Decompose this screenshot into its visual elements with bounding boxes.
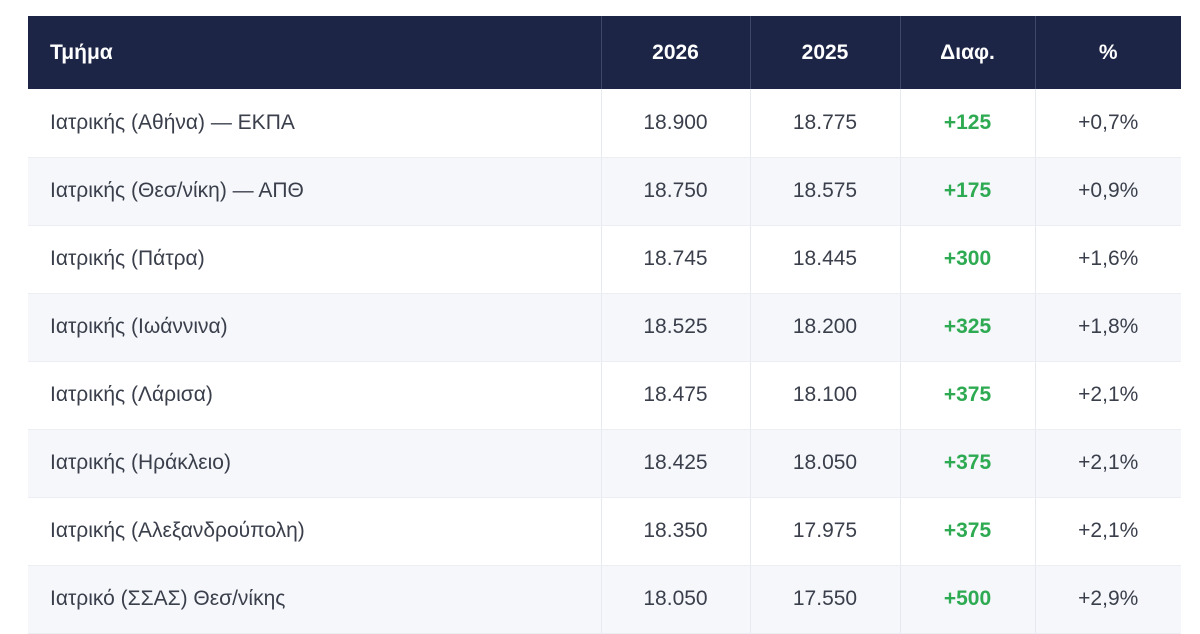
header-2026: 2026 (601, 16, 751, 89)
cell-2026: 18.050 (601, 565, 751, 634)
cell-department: Ιατρικής (Αθήνα) — ΕΚΠΑ (28, 89, 602, 158)
cell-department: Ιατρικής (Αλεξανδρούπολη) (28, 497, 602, 566)
cell-percent: +2,1% (1035, 429, 1181, 498)
table-row: Ιατρικής (Ιωάννινα) 18.525 18.200 +325 +… (28, 293, 1181, 362)
cell-2025: 18.775 (750, 89, 901, 158)
cell-percent: +1,6% (1035, 225, 1181, 294)
cell-2025: 17.975 (750, 497, 901, 566)
cell-difference: +325 (900, 293, 1036, 362)
cell-difference: +125 (900, 89, 1036, 158)
cell-percent: +0,9% (1035, 157, 1181, 226)
table-row: Ιατρικής (Ηράκλειο) 18.425 18.050 +375 +… (28, 429, 1181, 498)
cell-percent: +2,1% (1035, 497, 1181, 566)
cell-2026: 18.475 (601, 361, 751, 430)
cell-2026: 18.750 (601, 157, 751, 226)
cell-difference: +375 (900, 497, 1036, 566)
cell-difference: +375 (900, 429, 1036, 498)
cell-percent: +2,9% (1035, 565, 1181, 634)
header-percent: % (1098, 40, 1118, 64)
cell-2025: 18.575 (750, 157, 901, 226)
cell-department: Ιατρικό (ΣΣΑΣ) Θεσ/νίκης (28, 565, 602, 634)
cell-department: Ιατρικής (Ηράκλειο) (28, 429, 602, 498)
cell-2025: 18.445 (750, 225, 901, 294)
table-row: Ιατρικό (ΣΣΑΣ) Θεσ/νίκης 18.050 17.550 +… (28, 565, 1181, 634)
cell-2025: 18.050 (750, 429, 901, 498)
cell-percent: +2,1% (1035, 361, 1181, 430)
header-row: Τμήμα 2026 2025 Διαφ. % (28, 16, 1181, 89)
table-row: Ιατρικής (Πάτρα) 18.745 18.445 +300 +1,6… (28, 225, 1181, 294)
cell-department: Ιατρικής (Ιωάννινα) (28, 293, 602, 362)
cell-2025: 17.550 (750, 565, 901, 634)
header-2025: 2025 (750, 16, 901, 89)
cell-department: Ιατρικής (Λάρισα) (28, 361, 602, 430)
cell-2025: 18.100 (750, 361, 901, 430)
cell-department: Ιατρικής (Πάτρα) (28, 225, 602, 294)
cell-difference: +375 (900, 361, 1036, 430)
cell-2025: 18.200 (750, 293, 901, 362)
cell-department: Ιατρικής (Θεσ/νίκη) — ΑΠΘ (28, 157, 602, 226)
cell-percent: +0,7% (1035, 89, 1181, 158)
table-row: Ιατρικής (Θεσ/νίκη) — ΑΠΘ 18.750 18.575 … (28, 157, 1181, 226)
table-row: Ιατρικής (Λάρισα) 18.475 18.100 +375 +2,… (28, 361, 1181, 430)
table-body: Ιατρικής (Αθήνα) — ΕΚΠΑ 18.900 18.775 +1… (28, 89, 1181, 634)
cell-2026: 18.900 (601, 89, 751, 158)
header-department: Τμήμα (28, 16, 602, 89)
cell-2026: 18.525 (601, 293, 751, 362)
cell-difference: +175 (900, 157, 1036, 226)
table-row: Ιατρικής (Αλεξανδρούπολη) 18.350 17.975 … (28, 497, 1181, 566)
cell-percent: +1,8% (1035, 293, 1181, 362)
cell-2026: 18.350 (601, 497, 751, 566)
table-header: Τμήμα 2026 2025 Διαφ. % (28, 16, 1181, 89)
table-row: Ιατρικής (Αθήνα) — ΕΚΠΑ 18.900 18.775 +1… (28, 89, 1181, 158)
scores-table: Τμήμα 2026 2025 Διαφ. % Ιατρικής (Αθήνα)… (28, 16, 1181, 634)
cell-2026: 18.425 (601, 429, 751, 498)
cell-difference: +300 (900, 225, 1036, 294)
cell-difference: +500 (900, 565, 1036, 634)
header-difference: Διαφ. (900, 16, 1036, 89)
cell-2026: 18.745 (601, 225, 751, 294)
scores-table-container: Τμήμα 2026 2025 Διαφ. % Ιατρικής (Αθήνα)… (28, 16, 1181, 634)
